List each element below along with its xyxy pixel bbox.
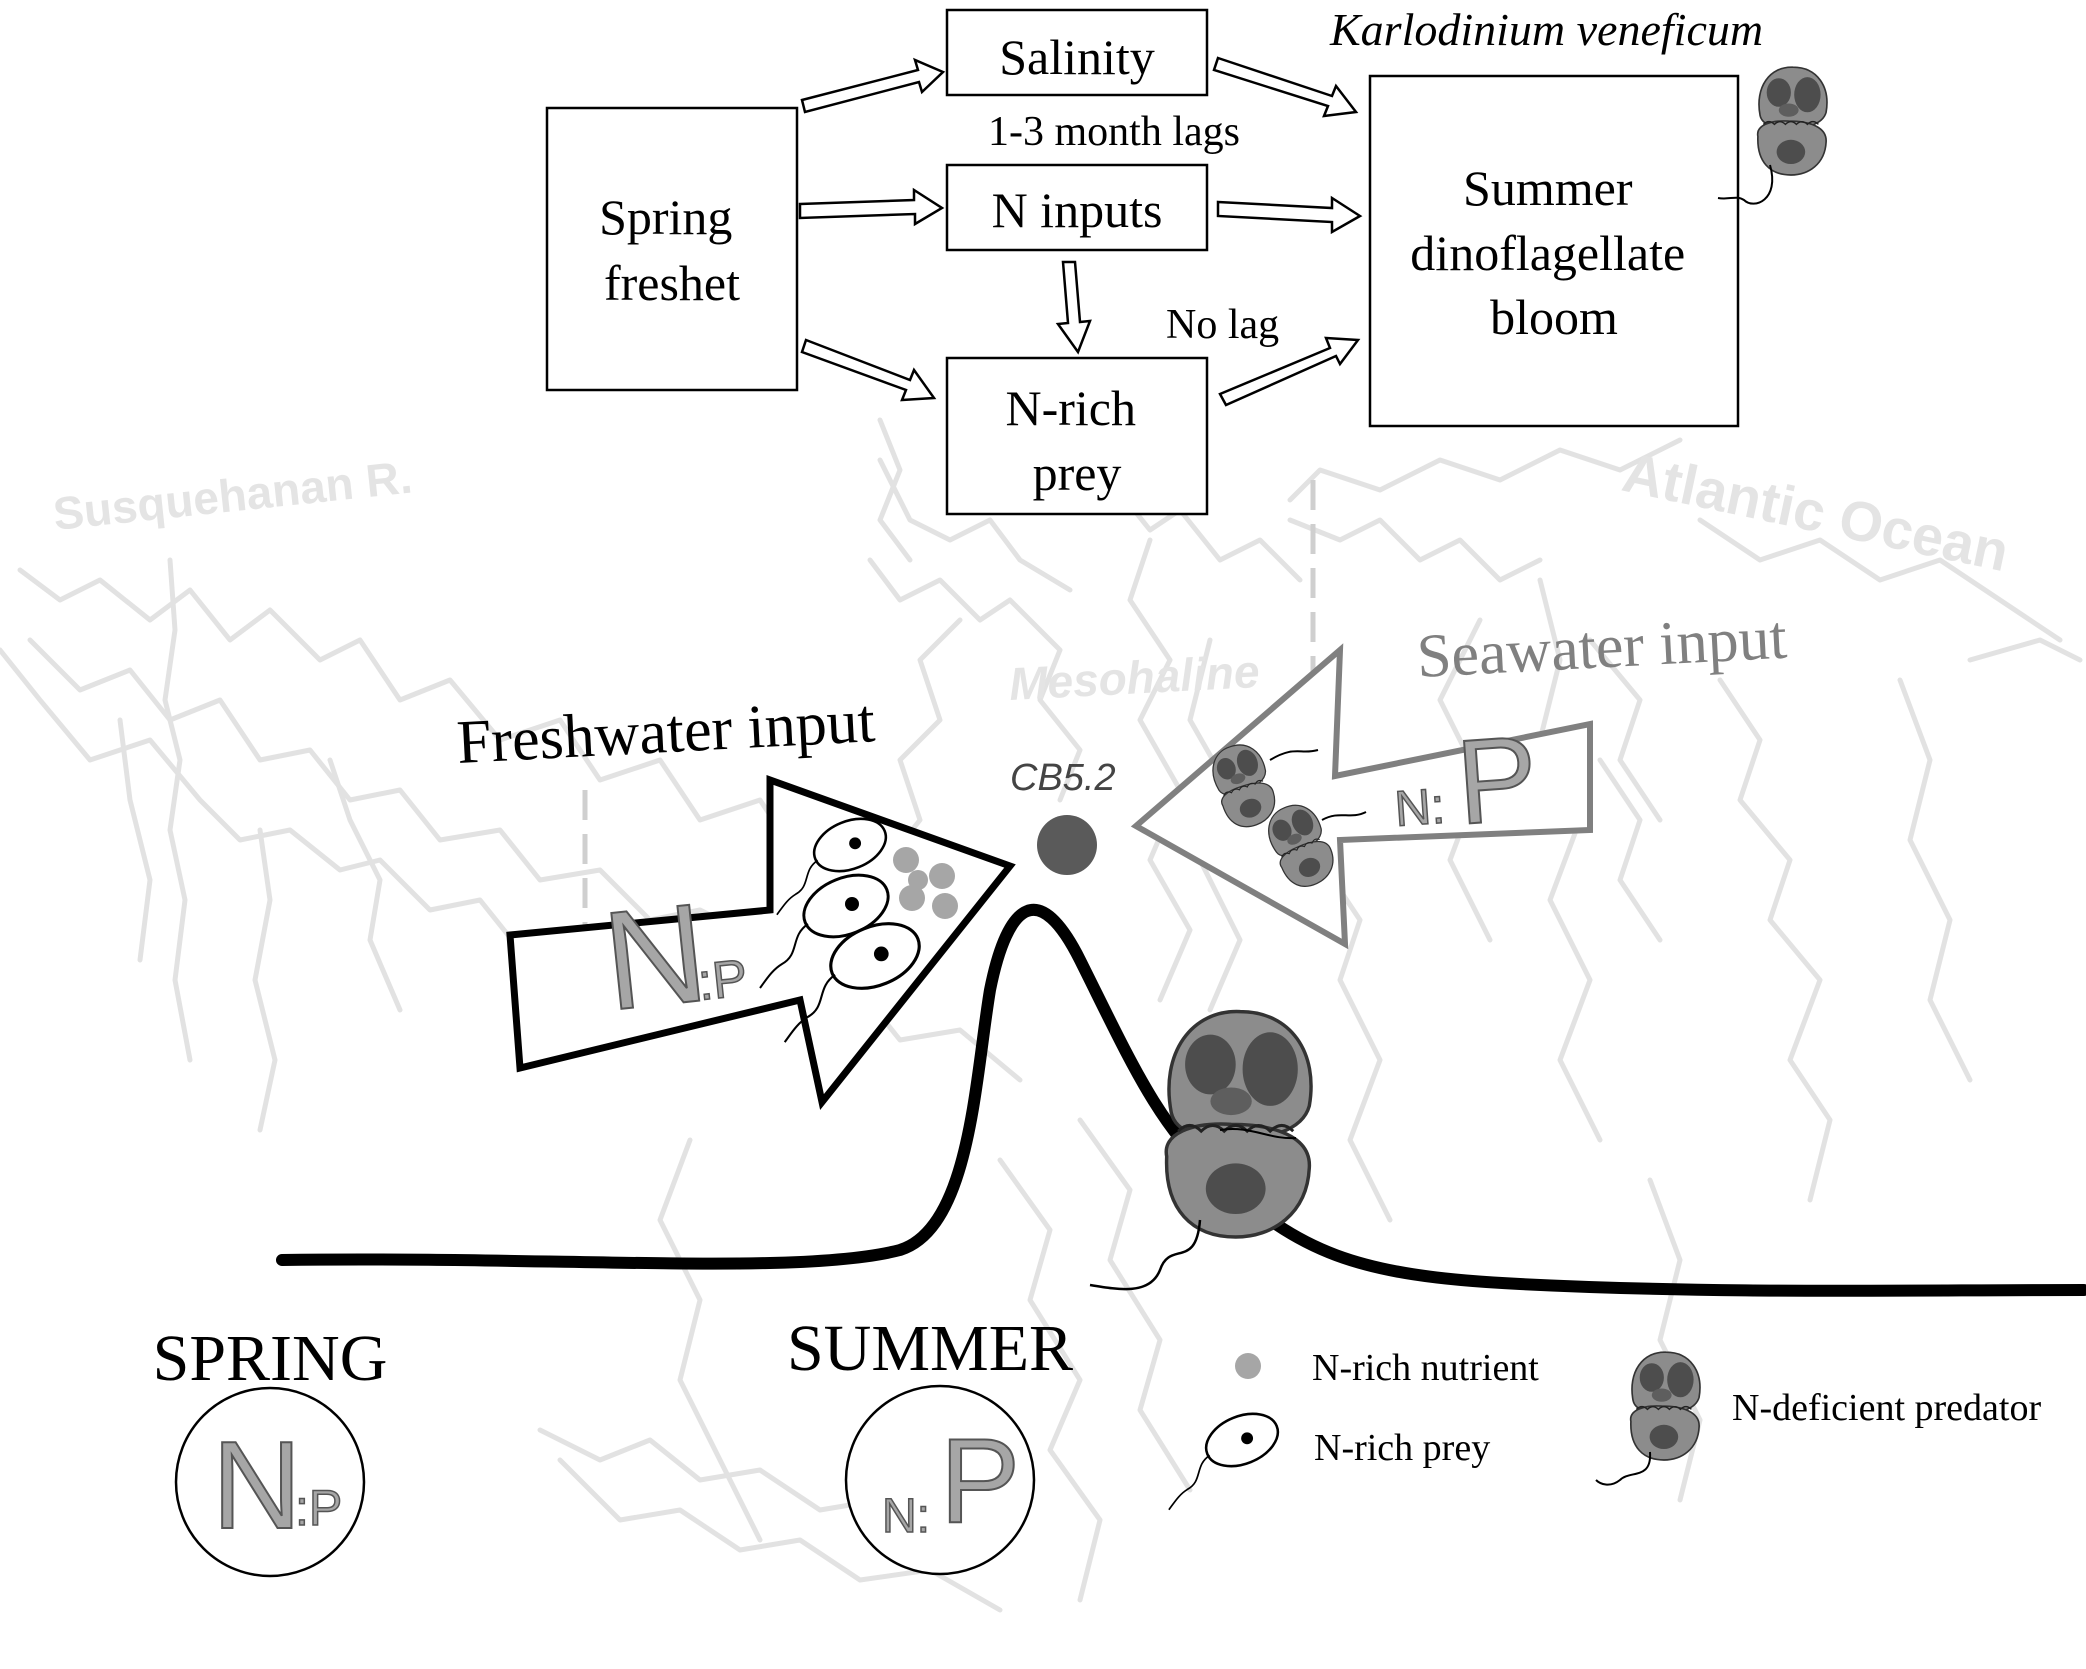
curve-predator-flagellum-2	[1219, 1128, 1297, 1140]
legend-predator-icon	[1629, 1351, 1701, 1461]
legend-predator-flagellum	[1595, 1451, 1652, 1486]
flow-arrows	[798, 56, 1363, 407]
arrow-salinity-to-bloom	[1212, 56, 1359, 118]
salinity-box	[945, 8, 1209, 97]
spring-freshet-label-2: freshet	[604, 255, 740, 311]
legend-prey-icon	[1167, 1402, 1287, 1511]
spring-np-small-p: :P	[295, 1480, 342, 1536]
summer-bloom-label-1: Summer	[1463, 160, 1633, 216]
station-cb52-marker	[1037, 815, 1097, 875]
arrow-ninputs-to-bloom	[1216, 195, 1363, 235]
n-inputs-label: N inputs	[992, 182, 1163, 238]
freshwater-np-big-n: N	[597, 873, 714, 1040]
mesohaline-label: Mesohaline	[1008, 645, 1261, 710]
spring-np-big-n: N	[212, 1417, 302, 1555]
freshwater-np-small-p: :P	[695, 949, 750, 1012]
freshwater-nutrients	[893, 847, 958, 919]
bloom-curve	[276, 904, 2086, 1297]
legend-prey-label: N-rich prey	[1314, 1427, 1490, 1469]
spring-label: SPRING	[153, 1322, 388, 1395]
freshwater-input-label: Freshwater input	[455, 687, 876, 777]
summer-bloom-box	[1368, 74, 1740, 428]
curve-predator-flagellum	[1089, 1219, 1202, 1291]
svg-text:N-rich prey: N-rich prey	[1006, 380, 1149, 501]
legend: N-rich nutrient N-rich prey N-deficient …	[1167, 1347, 2041, 1511]
station-cb52-label: CB5.2	[1010, 757, 1116, 799]
n-rich-prey-box	[945, 356, 1209, 516]
arrow-prey-to-bloom	[1218, 336, 1361, 407]
spring-freshet-label-1: Spring	[599, 189, 732, 245]
summer-np-small-n: N:	[882, 1490, 930, 1543]
n-inputs-box	[945, 163, 1209, 252]
spring-freshet-box	[545, 106, 799, 392]
summer-label: SUMMER	[787, 1312, 1073, 1385]
bloom-predator-icon	[1756, 66, 1828, 176]
arrow-freshet-to-salinity	[800, 57, 946, 114]
bloom-predator-flagellum	[1717, 164, 1774, 205]
n-rich-prey-label-2: prey	[1033, 445, 1122, 501]
arrow-freshet-to-prey	[800, 338, 937, 402]
summer-np-circle	[844, 1384, 1036, 1576]
seawater-input-label: Seawater input	[1415, 604, 1788, 691]
summer-bloom-label-3: bloom	[1490, 289, 1618, 345]
seawater-np-small-n: N:	[1393, 778, 1447, 837]
n-rich-prey-label-1: N-rich	[1006, 380, 1137, 436]
freshwater-input-arrow	[506, 775, 1016, 1110]
arrow-freshet-to-ninputs	[798, 187, 945, 227]
legend-nutrient-label: N-rich nutrient	[1312, 1347, 1539, 1389]
susquehanna-label: Susquehanan R.	[51, 451, 415, 540]
flowchart: Spring freshet Salinity N inputs N-rich …	[545, 4, 1828, 516]
species-label: Karlodinium veneficum	[1329, 4, 1763, 55]
legend-nutrient-swatch	[1235, 1353, 1261, 1379]
curve-predator-icon	[1164, 1009, 1313, 1239]
spring-np-circle	[174, 1386, 366, 1578]
arrow-ninputs-to-prey	[1055, 260, 1092, 355]
svg-text:Spring freshet: Spring freshet	[599, 189, 745, 311]
seawater-predator-flagella	[1269, 749, 1367, 821]
lag-none-label: No lag	[1166, 302, 1279, 348]
seawater-input-arrow	[1130, 643, 1593, 950]
summer-bloom-label-2: dinoflagellate	[1410, 225, 1685, 281]
lag-long-label: 1-3 month lags	[988, 109, 1240, 155]
seawater-np-big-p: P	[1452, 711, 1541, 850]
salinity-label: Salinity	[999, 29, 1155, 85]
legend-predator-label: N-deficient predator	[1732, 1387, 2041, 1429]
atlantic-ocean-label: Atlantic Ocean	[1618, 440, 2015, 583]
summer-np-big-p: P	[940, 1414, 1020, 1548]
svg-text:Summer dinoflagellate: Summer dinoflagellate bloom	[1410, 160, 1697, 345]
